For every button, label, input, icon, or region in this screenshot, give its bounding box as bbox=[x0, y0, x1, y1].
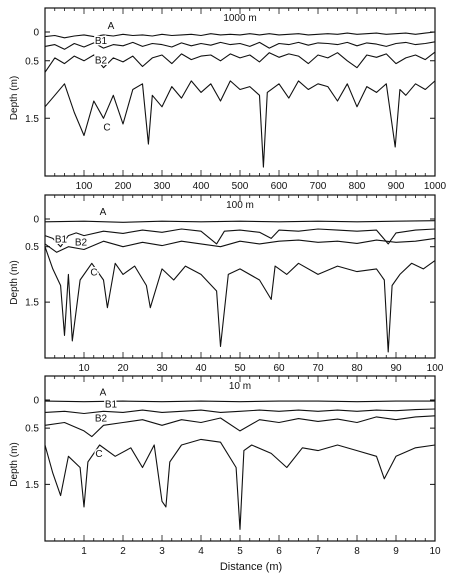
x-tick-label: 50 bbox=[234, 363, 246, 374]
x-tick-label: 9 bbox=[393, 546, 399, 557]
series-line-c bbox=[44, 438, 436, 530]
x-axis-label: Distance (m) bbox=[220, 561, 282, 573]
series-label-a: A bbox=[108, 21, 115, 32]
panel-title: 100 m bbox=[226, 200, 254, 211]
series-line-a bbox=[44, 31, 436, 39]
panel-title: 10 m bbox=[229, 381, 251, 392]
series-line-c bbox=[44, 246, 436, 353]
y-axis-label: Depth (m) bbox=[9, 442, 20, 486]
series-label-b1: B1 bbox=[55, 235, 68, 246]
x-tick-label: 3 bbox=[159, 546, 165, 557]
x-tick-label: 70 bbox=[312, 363, 324, 374]
y-axis-label: Depth (m) bbox=[9, 76, 20, 120]
series-label-c: C bbox=[103, 122, 110, 133]
panel-frame bbox=[44, 194, 436, 359]
y-tick-label: 1.5 bbox=[25, 298, 39, 309]
series-label-b1: B1 bbox=[95, 36, 108, 47]
series-line-b2 bbox=[44, 51, 436, 73]
x-tick-label: 300 bbox=[154, 181, 171, 192]
panel-frame bbox=[44, 375, 436, 542]
y-tick-label: 0 bbox=[33, 28, 39, 39]
y-tick-label: 0 bbox=[33, 396, 39, 407]
series-label-b2: B2 bbox=[75, 237, 88, 248]
series-label-a: A bbox=[100, 207, 107, 218]
series-label-a: A bbox=[100, 388, 107, 399]
x-tick-label: 20 bbox=[117, 363, 129, 374]
x-tick-label: 10 bbox=[429, 546, 441, 557]
x-tick-label: 400 bbox=[193, 181, 210, 192]
series-label-c: C bbox=[95, 449, 102, 460]
y-tick-label: 0.5 bbox=[25, 56, 39, 67]
x-tick-label: 100 bbox=[427, 363, 444, 374]
x-tick-label: 90 bbox=[390, 363, 402, 374]
y-tick-label: 0.5 bbox=[25, 424, 39, 435]
x-tick-label: 1 bbox=[81, 546, 87, 557]
y-axis-label: Depth (m) bbox=[9, 260, 20, 304]
series-line-a bbox=[44, 220, 436, 223]
series-label-b2: B2 bbox=[95, 56, 108, 67]
series-label-b1: B1 bbox=[105, 399, 118, 410]
series-line-c bbox=[44, 80, 436, 168]
y-tick-label: 0.5 bbox=[25, 242, 39, 253]
x-tick-label: 900 bbox=[388, 181, 405, 192]
y-tick-label: 0 bbox=[33, 215, 39, 226]
x-tick-label: 7 bbox=[315, 546, 321, 557]
panel-title: 1000 m bbox=[223, 13, 256, 24]
y-tick-label: 1.5 bbox=[25, 114, 39, 125]
chart-panel-3: 10 m 0 0.5 1.5 Depth (m) 1 2 3 4 5 6 7 8 9 10 AB1 B2 C bbox=[9, 375, 441, 557]
series-line-b2 bbox=[44, 415, 436, 438]
series-line-b1 bbox=[44, 408, 436, 415]
x-tick-label: 40 bbox=[195, 363, 207, 374]
series-line-b2 bbox=[44, 237, 436, 253]
y-tick-label: 1.5 bbox=[25, 480, 39, 491]
x-tick-label: 2 bbox=[120, 546, 126, 557]
chart-panel-1: 1000 m 0 0.5 1.5 Depth (m) 100 200 300 400 500 600… bbox=[9, 7, 447, 192]
series-line-b1 bbox=[44, 228, 436, 248]
x-tick-label: 500 bbox=[232, 181, 249, 192]
x-tick-label: 200 bbox=[115, 181, 132, 192]
x-tick-label: 700 bbox=[310, 181, 327, 192]
x-tick-label: 100 bbox=[76, 181, 93, 192]
series-label-c: C bbox=[90, 267, 97, 278]
series-label-b2: B2 bbox=[95, 413, 108, 424]
x-tick-label: 800 bbox=[349, 181, 366, 192]
x-tick-label: 5 bbox=[237, 546, 243, 557]
series-line-b1 bbox=[44, 41, 436, 50]
series-line-a bbox=[44, 400, 435, 403]
x-tick-label: 6 bbox=[276, 546, 282, 557]
x-tick-label: 4 bbox=[198, 546, 204, 557]
x-tick-label: 10 bbox=[78, 363, 90, 374]
x-tick-label: 8 bbox=[354, 546, 360, 557]
x-tick-label: 1000 bbox=[424, 181, 447, 192]
x-tick-label: 80 bbox=[351, 363, 363, 374]
x-tick-label: 30 bbox=[156, 363, 168, 374]
x-tick-label: 60 bbox=[273, 363, 285, 374]
x-tick-label: 600 bbox=[271, 181, 288, 192]
chart-panel-2: 100 m 0 0.5 1.5 Depth (m) 10 20 30 40 50 60 70 80 90 1… bbox=[9, 194, 444, 374]
